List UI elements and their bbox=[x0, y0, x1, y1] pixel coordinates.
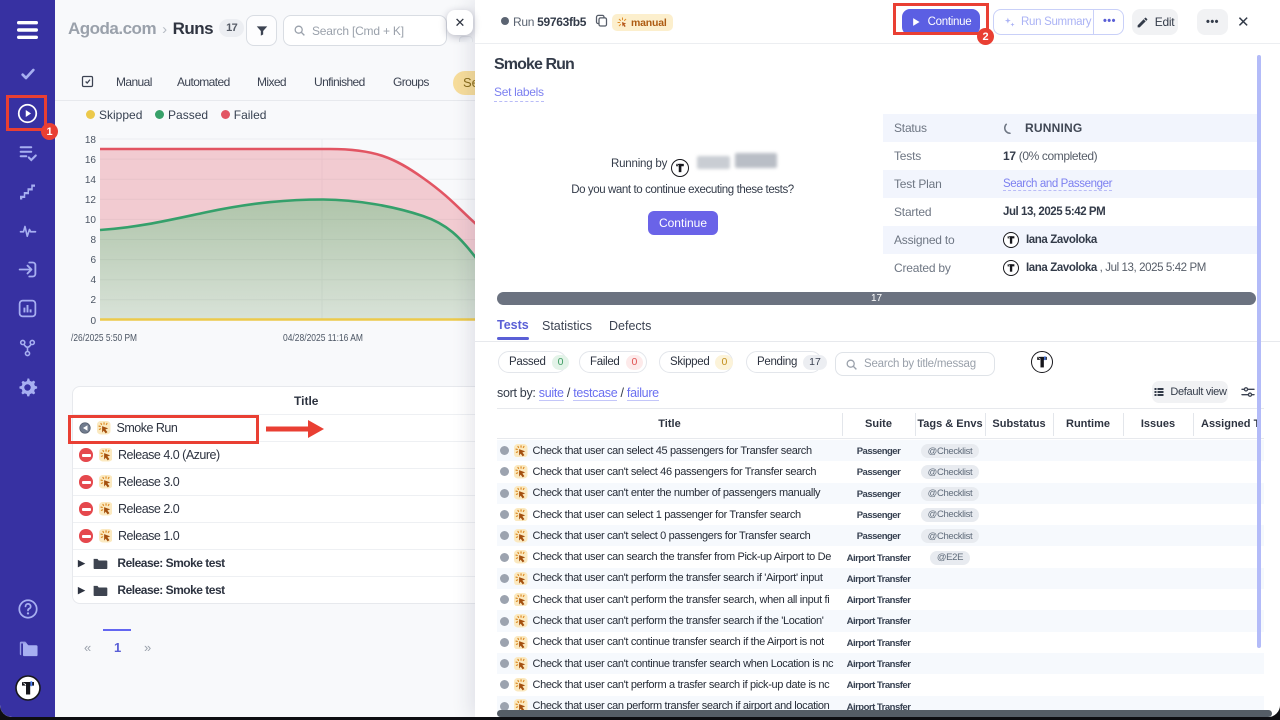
svg-text:0: 0 bbox=[90, 316, 96, 327]
svg-text:6: 6 bbox=[90, 255, 96, 266]
svg-text:14: 14 bbox=[85, 175, 97, 186]
svg-text:18: 18 bbox=[85, 135, 97, 146]
svg-text:16: 16 bbox=[85, 155, 97, 166]
svg-text:8: 8 bbox=[90, 235, 96, 246]
svg-text:04/28/2025 11:16 AM: 04/28/2025 11:16 AM bbox=[283, 332, 363, 344]
svg-text:/26/2025 5:50 PM: /26/2025 5:50 PM bbox=[71, 332, 137, 344]
svg-text:2: 2 bbox=[90, 295, 96, 306]
svg-text:12: 12 bbox=[85, 195, 97, 206]
svg-text:4: 4 bbox=[90, 275, 96, 286]
svg-text:10: 10 bbox=[85, 215, 97, 226]
